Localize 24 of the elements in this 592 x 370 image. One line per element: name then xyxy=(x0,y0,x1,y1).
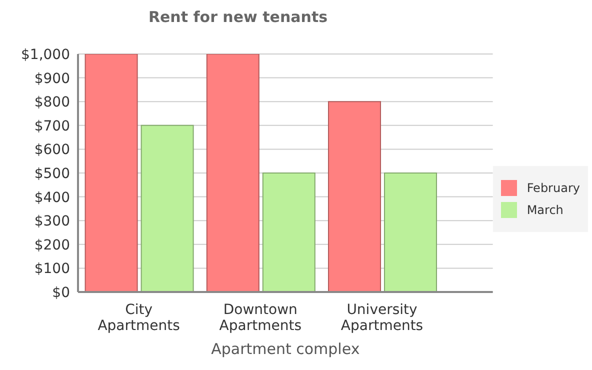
legend-label: February xyxy=(526,181,580,195)
x-tick-label: University Apartments xyxy=(340,302,424,334)
y-tick-label: $200 xyxy=(34,237,70,254)
bar xyxy=(140,124,194,292)
legend-label: March xyxy=(526,203,564,217)
chart-title: Rent for new tenants xyxy=(147,8,329,28)
y-tick-label: $300 xyxy=(34,214,70,230)
x-tick-label: Downtown Apartments xyxy=(219,302,302,334)
x-tick-label: City Apartments xyxy=(98,302,180,334)
y-tick-label: $500 xyxy=(34,166,70,182)
y-tick-label: $100 xyxy=(34,261,70,278)
y-tick-label: $600 xyxy=(34,142,70,158)
y-tick-label: $700 xyxy=(34,118,70,134)
y-tick-label: $0 xyxy=(52,284,70,301)
bar xyxy=(84,54,138,292)
y-tick-label: $900 xyxy=(34,70,70,87)
bar xyxy=(328,101,382,292)
bar xyxy=(262,172,316,292)
y-tick-label: $400 xyxy=(34,190,70,206)
x-axis-title: Apartment complex xyxy=(211,340,360,358)
y-tick-label: $1,000 xyxy=(21,46,70,63)
bar xyxy=(384,172,438,292)
bar xyxy=(206,54,260,292)
y-tick-label: $800 xyxy=(34,94,70,111)
